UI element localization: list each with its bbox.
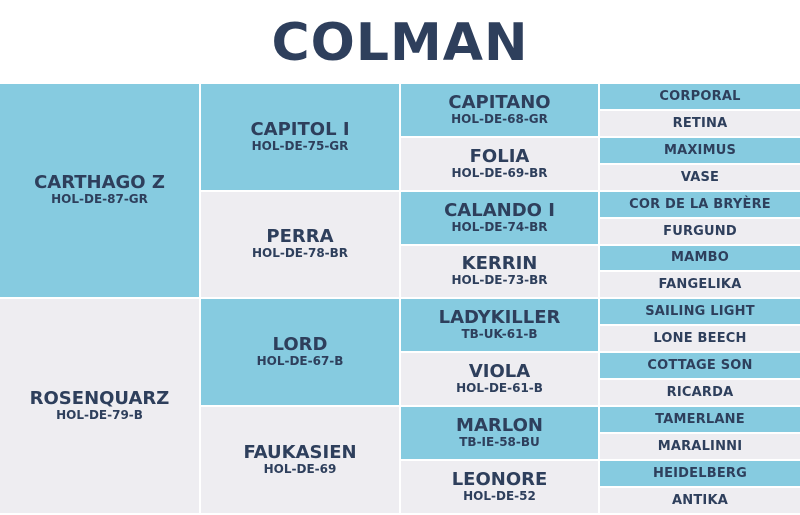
- pedigree-grid: CARTHAGO Z HOL-DE-87-GR ROSENQUARZ HOL-D…: [0, 84, 800, 514]
- gen4-cell: CORPORAL: [600, 84, 800, 109]
- gen4-cell: FURGUND: [600, 219, 800, 244]
- gen4-cell: MAXIMUS: [600, 138, 800, 163]
- gen4-cell: RICARDA: [600, 380, 800, 405]
- gen4-cell: SAILING LIGHT: [600, 299, 800, 324]
- sire-reg: HOL-DE-87-GR: [51, 192, 148, 207]
- gen3-name: KERRIN: [461, 253, 538, 275]
- gen4-name: VASE: [680, 169, 720, 185]
- gen3-name: MARLON: [456, 414, 543, 436]
- gen3-cell: MARLON TB-IE-58-BU: [401, 407, 598, 459]
- gen2-reg: HOL-DE-78-BR: [251, 246, 349, 261]
- gen3-reg: HOL-DE-74-BR: [451, 219, 548, 234]
- sire-cell: CARTHAGO Z HOL-DE-87-GR: [0, 84, 199, 297]
- gen3-reg: HOL-DE-61-B: [456, 380, 543, 395]
- gen4-name: ANTIKA: [672, 492, 728, 508]
- gen3-cell: VIOLA HOL-DE-61-B: [401, 353, 598, 405]
- dam-name: ROSENQUARZ: [29, 387, 170, 409]
- gen2-reg: HOL-DE-67-B: [256, 353, 344, 368]
- gen3-name: CALANDO I: [444, 199, 555, 221]
- gen4-cell: LONE BEECH: [600, 326, 800, 351]
- gen2-cell: PERRA HOL-DE-78-BR: [201, 192, 399, 297]
- gen4-name: SAILING LIGHT: [645, 303, 755, 319]
- gen2-name: PERRA: [266, 226, 334, 248]
- gen3-reg: HOL-DE-68-GR: [451, 111, 548, 126]
- gen4-name: MAMBO: [671, 250, 729, 266]
- gen3-cell: LEONORE HOL-DE-52: [401, 461, 598, 513]
- gen3-cell: CALANDO I HOL-DE-74-BR: [401, 192, 598, 244]
- gen3-name: CAPITANO: [448, 91, 551, 113]
- gen4-name: FANGELIKA: [658, 276, 742, 292]
- gen3-cell: CAPITANO HOL-DE-68-GR: [401, 84, 598, 136]
- gen4-cell: COR DE LA BRYÈRE: [600, 192, 800, 217]
- gen4-name: HEIDELBERG: [652, 465, 748, 481]
- gen4-cell: FANGELIKA: [600, 272, 800, 297]
- gen3-cell: KERRIN HOL-DE-73-BR: [401, 246, 598, 297]
- gen2-cell: LORD HOL-DE-67-B: [201, 299, 399, 405]
- gen3-cell: FOLIA HOL-DE-69-BR: [401, 138, 598, 190]
- gen3-name: LEONORE: [451, 468, 548, 490]
- gen4-name: FURGUND: [663, 223, 737, 239]
- gen4-name: COR DE LA BRYÈRE: [629, 196, 771, 212]
- gen2-cell: CAPITOL I HOL-DE-75-GR: [201, 84, 399, 190]
- gen4-cell: RETINA: [600, 111, 800, 136]
- gen3-reg: HOL-DE-52: [463, 488, 536, 503]
- gen2-reg: HOL-DE-69: [263, 461, 337, 476]
- gen2-name: FAUKASIEN: [243, 441, 357, 463]
- gen2-name: CAPITOL I: [250, 118, 350, 140]
- gen4-cell: VASE: [600, 165, 800, 190]
- gen4-name: COTTAGE SON: [647, 357, 753, 373]
- gen3-name: LADYKILLER: [438, 306, 561, 328]
- gen4-cell: ANTIKA: [600, 488, 800, 513]
- gen4-name: CORPORAL: [659, 88, 741, 104]
- sire-name: CARTHAGO Z: [34, 172, 165, 194]
- gen4-name: MAXIMUS: [663, 142, 737, 158]
- gen3-reg: TB-UK-61-B: [461, 326, 538, 341]
- gen3-reg: HOL-DE-69-BR: [451, 165, 548, 180]
- gen4-cell: HEIDELBERG: [600, 461, 800, 486]
- gen3-name: VIOLA: [468, 360, 531, 382]
- gen4-cell: COTTAGE SON: [600, 353, 800, 378]
- gen2-cell: FAUKASIEN HOL-DE-69: [201, 407, 399, 513]
- gen4-name: TAMERLANE: [655, 411, 745, 427]
- gen4-name: LONE BEECH: [653, 330, 747, 346]
- horse-name-title: COLMAN: [271, 13, 529, 73]
- gen3-name: FOLIA: [469, 145, 530, 167]
- gen4-name: RETINA: [672, 115, 728, 131]
- gen4-name: RICARDA: [666, 384, 734, 400]
- gen3-reg: TB-IE-58-BU: [459, 434, 540, 449]
- gen4-cell: MARALINNI: [600, 434, 800, 459]
- dam-reg: HOL-DE-79-B: [56, 407, 143, 422]
- gen4-cell: MAMBO: [600, 246, 800, 270]
- gen2-name: LORD: [272, 333, 328, 355]
- gen4-name: MARALINNI: [657, 438, 743, 454]
- dam-cell: ROSENQUARZ HOL-DE-79-B: [0, 299, 199, 513]
- gen2-reg: HOL-DE-75-GR: [251, 138, 349, 153]
- gen3-reg: HOL-DE-73-BR: [451, 273, 548, 288]
- gen4-cell: TAMERLANE: [600, 407, 800, 432]
- gen3-cell: LADYKILLER TB-UK-61-B: [401, 299, 598, 351]
